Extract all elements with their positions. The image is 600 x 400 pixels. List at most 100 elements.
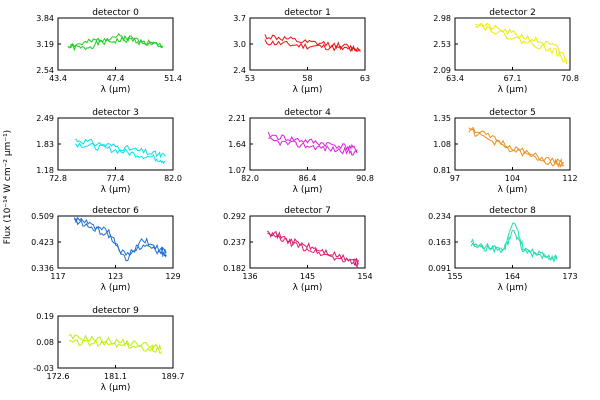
- x-tick-label: 70.8: [561, 74, 579, 83]
- x-tick-label: 189.7: [162, 372, 185, 381]
- panel-detector-1: detector 1 2.4 3.0 3.7 53 58 63 λ (µm): [233, 8, 370, 95]
- x-tick-label: 47.4: [107, 74, 125, 83]
- x-tick-label: 104: [505, 174, 520, 183]
- x-tick-label: 129: [165, 272, 180, 281]
- y-tick-label: 1.07: [228, 166, 246, 175]
- x-tick-label: 112: [562, 174, 577, 183]
- panel-title: detector 1: [284, 8, 331, 18]
- series-line: [68, 333, 162, 351]
- x-tick-label: 123: [108, 272, 123, 281]
- panel-frame: [57, 17, 174, 71]
- x-axis-label: λ (µm): [293, 283, 323, 293]
- y-tick-label: 0.423: [31, 238, 54, 247]
- x-tick-label: 63.4: [446, 74, 464, 83]
- series-line: [470, 229, 558, 263]
- series-line: [75, 142, 166, 165]
- y-tick-label: 1.08: [433, 140, 451, 149]
- x-axis-label: λ (µm): [498, 185, 528, 195]
- panel-detector-0: detector 0 2.54 3.19 3.84 43.4 47.4 51.4 λ (µm): [36, 8, 182, 95]
- panel-title: detector 4: [284, 108, 331, 118]
- x-tick-label: 155: [447, 272, 462, 281]
- series-line: [68, 339, 163, 354]
- series-line: [267, 131, 358, 153]
- y-tick-label: 1.18: [36, 166, 54, 175]
- y-tick-label: 0.182: [223, 264, 246, 273]
- x-tick-label: 173: [562, 272, 577, 281]
- panel-title: detector 7: [284, 206, 331, 216]
- y-tick-label: 0.509: [31, 212, 54, 221]
- series-line: [266, 230, 360, 266]
- x-axis-label: λ (µm): [101, 185, 131, 195]
- x-axis-label: λ (µm): [101, 383, 131, 393]
- x-tick-label: 51.4: [164, 74, 182, 83]
- x-tick-label: 77.4: [107, 174, 125, 183]
- x-tick-label: 172.6: [47, 372, 70, 381]
- y-tick-label: 2.54: [36, 66, 54, 75]
- x-tick-label: 53: [245, 74, 255, 83]
- panel-detector-2: detector 2 2.09 2.53 2.98 63.4 67.1 70.8 λ (µm): [433, 8, 579, 95]
- x-axis-label: λ (µm): [498, 283, 528, 293]
- y-tick-label: 1.83: [36, 140, 54, 149]
- panel-detector-8: detector 8 0.091 0.163 0.234 155 164 173 λ (µm): [428, 206, 578, 293]
- panel-title: detector 3: [92, 108, 139, 118]
- x-tick-label: 117: [50, 272, 65, 281]
- series-line: [73, 217, 167, 259]
- panel-detector-4: detector 4 1.07 1.64 2.21 82.0 86.4 90.8 λ (µm): [228, 108, 374, 195]
- y-tick-label: -0.03: [33, 364, 54, 373]
- panel-title: detector 5: [489, 108, 536, 118]
- x-tick-label: 43.4: [49, 74, 67, 83]
- panel-detector-7: detector 7 0.182 0.237 0.292 136 145 154 λ (µm): [223, 206, 373, 293]
- y-tick-label: 0.237: [223, 238, 246, 247]
- y-tick-label: 0.19: [36, 312, 54, 321]
- x-tick-label: 72.8: [49, 174, 67, 183]
- series-line: [75, 138, 166, 159]
- panel-frame: [249, 117, 366, 171]
- series-line: [475, 22, 568, 61]
- y-tick-label: 0.81: [433, 166, 451, 175]
- x-tick-label: 86.4: [299, 174, 317, 183]
- x-axis-label: λ (µm): [101, 283, 131, 293]
- panel-title: detector 6: [92, 206, 139, 216]
- y-tick-label: 2.49: [36, 114, 54, 123]
- y-tick-label: 2.21: [228, 114, 246, 123]
- y-tick-label: 0.091: [428, 264, 451, 273]
- series-line: [67, 33, 164, 49]
- series-line: [73, 216, 167, 262]
- y-tick-label: 2.4: [233, 66, 246, 75]
- y-tick-label: 2.09: [433, 66, 451, 75]
- series-line: [468, 126, 565, 167]
- x-tick-label: 67.1: [504, 74, 522, 83]
- y-tick-label: 1.35: [433, 114, 451, 123]
- x-tick-label: 136: [242, 272, 257, 281]
- panel-title: detector 9: [92, 306, 139, 316]
- y-tick-label: 0.08: [36, 338, 54, 347]
- x-tick-label: 154: [357, 272, 372, 281]
- series-line: [67, 36, 164, 52]
- panel-title: detector 0: [92, 8, 139, 18]
- panel-detector-3: detector 3 1.18 1.83 2.49 72.8 77.4 82.0 λ (µm): [36, 108, 182, 195]
- x-tick-label: 82.0: [241, 174, 259, 183]
- panel-detector-9: detector 9 -0.03 0.08 0.19 172.6 181.1 189.7 λ …: [33, 306, 184, 393]
- y-tick-label: 0.163: [428, 238, 451, 247]
- y-tick-label: 0.234: [428, 212, 451, 221]
- panel-frame: [454, 117, 571, 171]
- y-tick-label: 0.292: [223, 212, 246, 221]
- y-tick-label: 0.336: [31, 264, 54, 273]
- series-line: [266, 230, 359, 268]
- x-axis-label: λ (µm): [293, 85, 323, 95]
- x-axis-label: λ (µm): [293, 185, 323, 195]
- panel-frame: [57, 215, 174, 269]
- series-line: [268, 137, 358, 156]
- x-tick-label: 63: [360, 74, 370, 83]
- y-tick-label: 2.98: [433, 14, 451, 23]
- series-line: [264, 39, 361, 53]
- series-line: [468, 128, 565, 168]
- series-line: [474, 24, 568, 64]
- series-line: [264, 34, 361, 52]
- x-tick-label: 97: [450, 174, 460, 183]
- x-tick-label: 181.1: [104, 372, 127, 381]
- x-tick-label: 145: [300, 272, 315, 281]
- y-tick-label: 3.19: [36, 40, 54, 49]
- y-tick-label: 1.64: [228, 140, 246, 149]
